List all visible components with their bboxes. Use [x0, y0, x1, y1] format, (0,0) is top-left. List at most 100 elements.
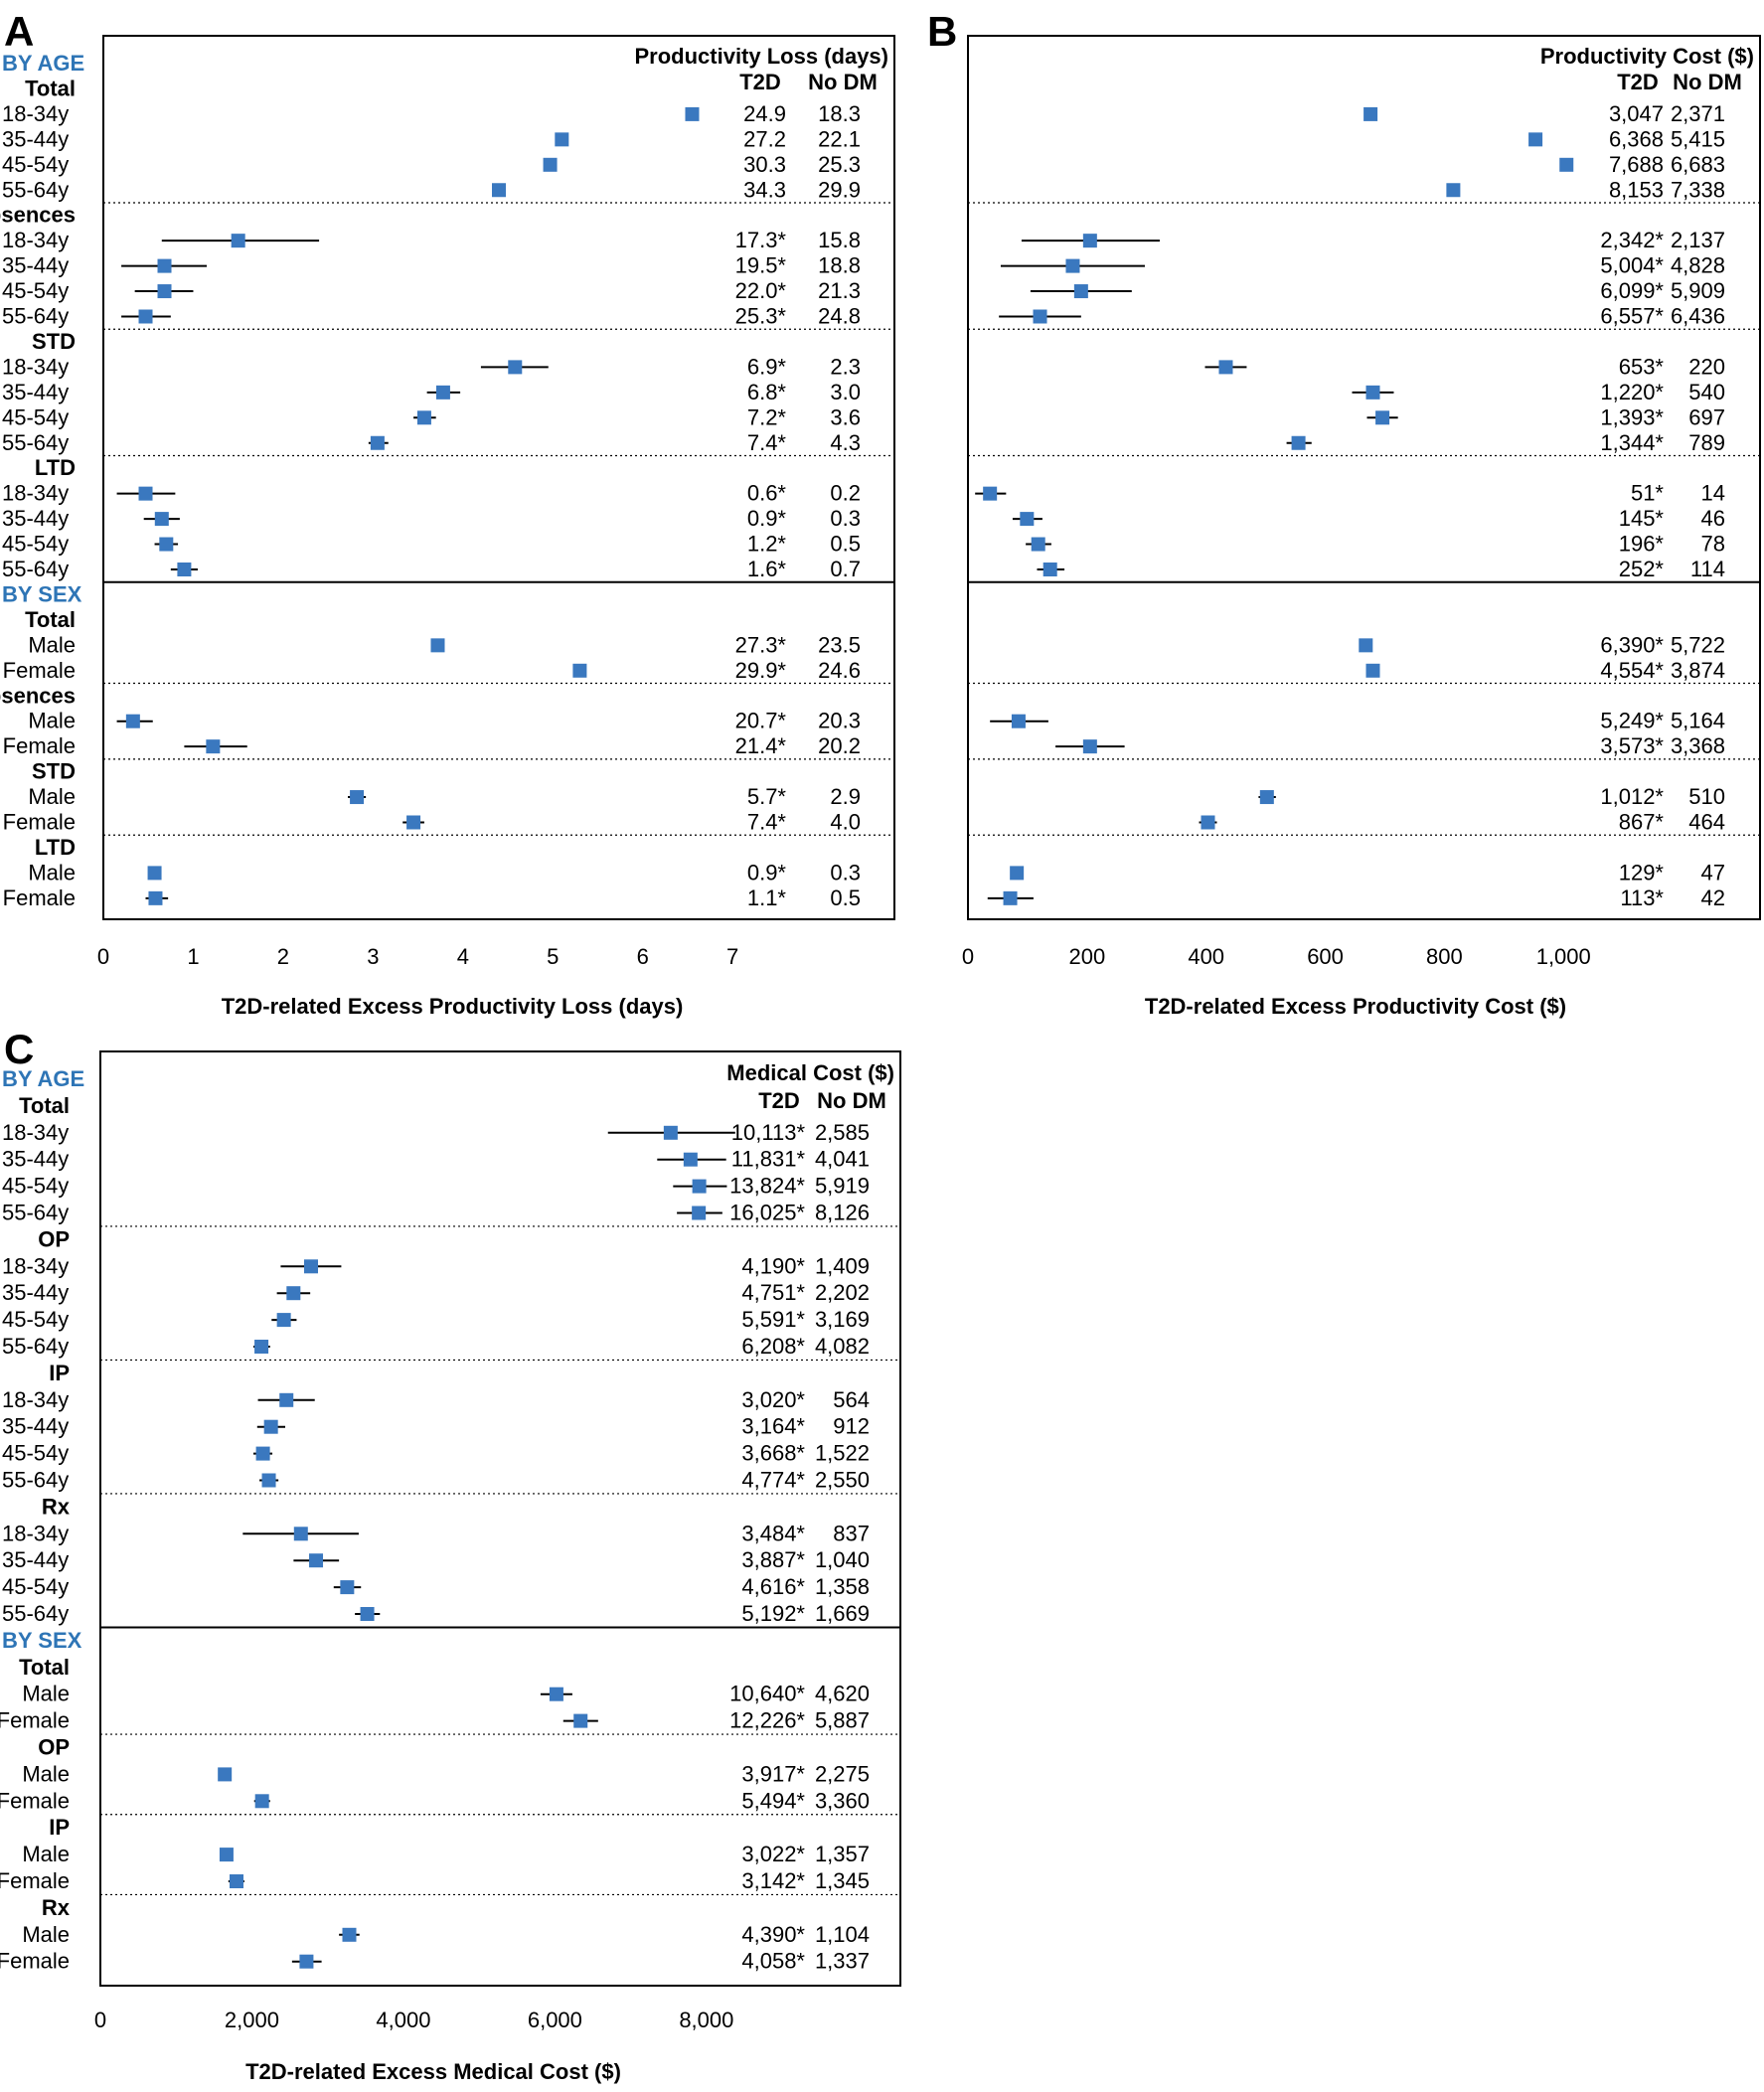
no-dm-value: 6,436 — [1671, 304, 1725, 329]
no-dm-value: 20.2 — [818, 733, 861, 758]
column-header-no-dm: No DM — [1673, 70, 1742, 94]
x-tick-label: 1,000 — [1536, 944, 1591, 969]
row-label: Male — [22, 1922, 70, 1947]
estimate-marker — [1259, 790, 1274, 805]
subgroup-heading: STD — [32, 329, 76, 354]
no-dm-value: 21.3 — [818, 278, 861, 303]
estimate-marker — [147, 866, 162, 881]
estimate-marker — [549, 1687, 563, 1701]
t2d-value: 1.6* — [747, 557, 787, 581]
estimate-marker — [263, 1419, 278, 1434]
x-axis-title: T2D-related Excess Productivity Cost ($) — [1145, 994, 1566, 1019]
row-label: 35-44y — [2, 1547, 69, 1572]
estimate-marker — [125, 714, 140, 728]
estimate-marker — [309, 1553, 324, 1568]
row-label: 55-64y — [2, 1334, 69, 1359]
t2d-value: 5,192* — [741, 1601, 805, 1626]
row-label: 35-44y — [2, 506, 69, 531]
estimate-marker — [692, 1179, 707, 1194]
t2d-value: 51* — [1631, 481, 1664, 506]
no-dm-value: 47 — [1701, 860, 1725, 885]
no-dm-value: 4,620 — [815, 1682, 870, 1706]
t2d-value: 1,012* — [1600, 784, 1664, 809]
row-label: 45-54y — [2, 278, 69, 303]
x-tick-label: 6 — [637, 944, 649, 969]
row-label: 18-34y — [2, 1521, 69, 1545]
estimate-marker — [261, 1473, 276, 1488]
panel-title: Medical Cost ($) — [726, 1060, 894, 1085]
estimate-marker — [276, 1313, 291, 1328]
no-dm-value: 0.2 — [830, 481, 861, 506]
t2d-value: 5,249* — [1600, 709, 1664, 733]
column-header-no-dm: No DM — [817, 1088, 886, 1113]
t2d-value: 0.9* — [747, 860, 787, 885]
t2d-value: 1.2* — [747, 532, 787, 557]
row-label: Female — [3, 885, 76, 910]
no-dm-value: 3,169 — [815, 1307, 870, 1332]
no-dm-value: 24.6 — [818, 658, 861, 683]
row-label: 35-44y — [2, 126, 69, 151]
row-label: 18-34y — [2, 101, 69, 126]
estimate-marker — [360, 1607, 375, 1621]
panel-title: Productivity Loss (days) — [634, 44, 888, 69]
no-dm-value: 5,919 — [815, 1174, 870, 1199]
estimate-marker — [572, 663, 587, 678]
estimate-marker — [1010, 866, 1025, 881]
estimate-marker — [279, 1392, 294, 1407]
estimate-marker — [1291, 435, 1306, 450]
t2d-value: 1,393* — [1600, 404, 1664, 429]
no-dm-value: 5,887 — [815, 1708, 870, 1733]
subgroup-heading: Total — [25, 607, 76, 632]
row-label: Male — [22, 1682, 70, 1706]
estimate-marker — [370, 435, 385, 450]
row-label: Male — [28, 709, 76, 733]
no-dm-value: 0.3 — [830, 860, 861, 885]
row-label: Female — [0, 1868, 70, 1893]
subgroup-heading: Rx — [42, 1895, 71, 1920]
t2d-value: 1,344* — [1600, 430, 1664, 455]
row-label: 45-54y — [2, 532, 69, 557]
no-dm-value: 697 — [1688, 404, 1725, 429]
estimate-marker — [340, 1580, 355, 1595]
no-dm-value: 0.5 — [830, 532, 861, 557]
t2d-value: 113* — [1620, 885, 1664, 910]
estimate-marker — [293, 1527, 308, 1541]
x-tick-label: 400 — [1188, 944, 1224, 969]
column-header-no-dm: No DM — [808, 70, 878, 94]
estimate-marker — [663, 1125, 678, 1140]
no-dm-value: 2,202 — [815, 1280, 870, 1305]
estimate-marker — [303, 1259, 318, 1274]
t2d-value: 30.3 — [743, 152, 786, 177]
no-dm-value: 5,164 — [1671, 709, 1725, 733]
row-label: 45-54y — [2, 1441, 69, 1466]
row-label: 18-34y — [2, 1387, 69, 1412]
t2d-value: 0.6* — [747, 481, 787, 506]
no-dm-value: 1,104 — [815, 1922, 870, 1947]
t2d-value: 34.3 — [743, 177, 786, 202]
column-header-t2d: T2D — [1617, 70, 1659, 94]
t2d-value: 19.5* — [735, 253, 787, 278]
subgroup-heading: Rx — [42, 1494, 71, 1519]
estimate-marker — [229, 1874, 243, 1888]
t2d-value: 7.4* — [747, 430, 787, 455]
no-dm-value: 29.9 — [818, 177, 861, 202]
subgroup-heading: IP — [49, 1815, 70, 1840]
x-tick-label: 600 — [1307, 944, 1344, 969]
row-label: 18-34y — [2, 1253, 69, 1278]
x-tick-label: 4,000 — [376, 2008, 430, 2032]
t2d-value: 3,887* — [741, 1547, 805, 1572]
row-label: 55-64y — [2, 430, 69, 455]
t2d-value: 3,573* — [1600, 733, 1664, 758]
t2d-value: 6,557* — [1600, 304, 1664, 329]
estimate-marker — [573, 1713, 588, 1728]
x-axis-title: T2D-related Excess Medical Cost ($) — [245, 2059, 621, 2084]
t2d-value: 4,616* — [741, 1574, 805, 1599]
plot-frame — [99, 1050, 901, 1987]
t2d-value: 27.2 — [743, 126, 786, 151]
x-tick-label: 0 — [94, 2008, 106, 2032]
no-dm-value: 1,358 — [815, 1574, 870, 1599]
row-label: 55-64y — [2, 177, 69, 202]
